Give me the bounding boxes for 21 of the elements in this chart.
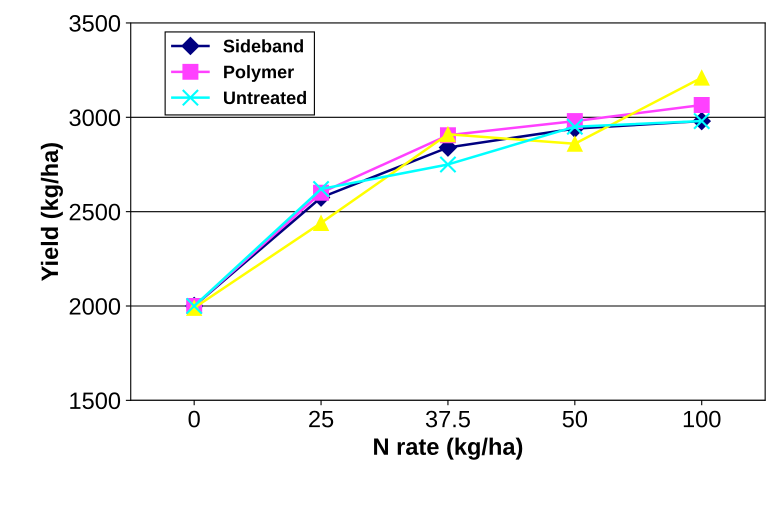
x-axis-title: N rate (kg/ha): [374, 438, 522, 460]
x-tick-label: 100: [684, 410, 720, 428]
x-tick-label: 37.5: [426, 410, 470, 428]
y-tick-label: 2500: [70, 204, 120, 220]
x-tick-label: 25: [309, 410, 334, 428]
legend-label: Sideband: [223, 39, 303, 52]
point: [694, 97, 710, 114]
x-tick-label: 50: [562, 410, 588, 428]
legend-label: Untreated: [224, 90, 306, 104]
point: [313, 214, 330, 231]
y-tick-label: 1500: [70, 392, 120, 410]
point: [439, 156, 457, 174]
legend-label: Polymer: [224, 65, 294, 82]
y-axis-title: Yield (kg/ha): [40, 143, 63, 281]
y-tick-label: 3500: [69, 15, 120, 32]
y-tick-label: 3000: [69, 109, 120, 126]
y-tick-label: 2000: [70, 298, 120, 315]
point: [694, 70, 710, 86]
point: [566, 136, 583, 152]
x-tick-label: 0: [188, 410, 200, 428]
point: [312, 180, 330, 198]
